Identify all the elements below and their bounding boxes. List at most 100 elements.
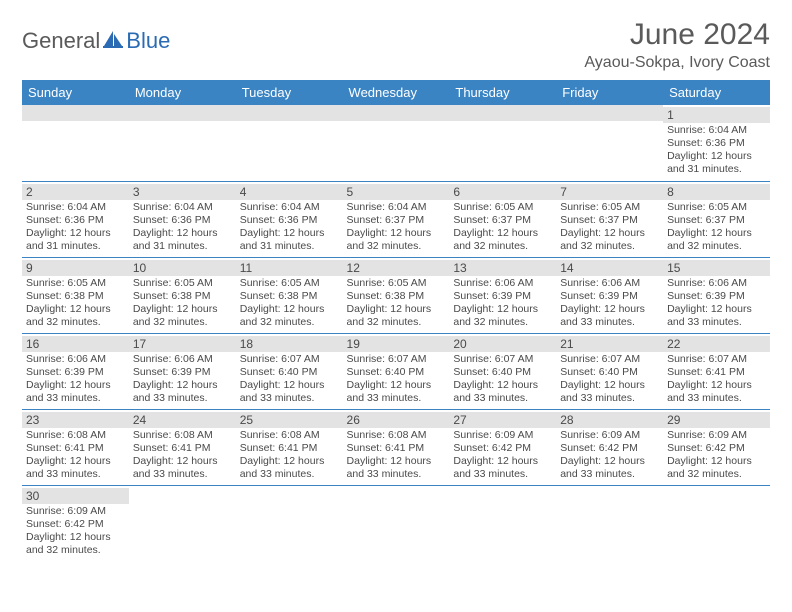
day-number: 23: [22, 412, 129, 428]
calendar-table: Sunday Monday Tuesday Wednesday Thursday…: [22, 80, 770, 561]
day-number: 5: [343, 184, 450, 200]
month-title: June 2024: [584, 18, 770, 52]
calendar-cell: 2Sunrise: 6:04 AMSunset: 6:36 PMDaylight…: [22, 181, 129, 257]
day-details: Sunrise: 6:09 AMSunset: 6:42 PMDaylight:…: [560, 429, 659, 482]
weekday-header: Monday: [129, 80, 236, 105]
day-details: Sunrise: 6:06 AMSunset: 6:39 PMDaylight:…: [560, 277, 659, 330]
empty-cell: [22, 105, 129, 121]
day-number: 30: [22, 488, 129, 504]
day-details: Sunrise: 6:08 AMSunset: 6:41 PMDaylight:…: [133, 429, 232, 482]
day-number: 6: [449, 184, 556, 200]
empty-cell: [449, 105, 556, 121]
day-details: Sunrise: 6:04 AMSunset: 6:36 PMDaylight:…: [240, 201, 339, 254]
day-number: 10: [129, 260, 236, 276]
empty-cell: [236, 105, 343, 121]
calendar-cell: 13Sunrise: 6:06 AMSunset: 6:39 PMDayligh…: [449, 257, 556, 333]
calendar-cell: 21Sunrise: 6:07 AMSunset: 6:40 PMDayligh…: [556, 333, 663, 409]
weekday-header-row: Sunday Monday Tuesday Wednesday Thursday…: [22, 80, 770, 105]
day-details: Sunrise: 6:04 AMSunset: 6:37 PMDaylight:…: [347, 201, 446, 254]
calendar-cell: [129, 485, 236, 561]
calendar-row: 30Sunrise: 6:09 AMSunset: 6:42 PMDayligh…: [22, 485, 770, 561]
day-number: 15: [663, 260, 770, 276]
calendar-cell: [129, 105, 236, 181]
calendar-cell: 3Sunrise: 6:04 AMSunset: 6:36 PMDaylight…: [129, 181, 236, 257]
logo: General Blue: [22, 28, 170, 54]
day-number: 18: [236, 336, 343, 352]
calendar-cell: 14Sunrise: 6:06 AMSunset: 6:39 PMDayligh…: [556, 257, 663, 333]
calendar-cell: 29Sunrise: 6:09 AMSunset: 6:42 PMDayligh…: [663, 409, 770, 485]
calendar-cell: 6Sunrise: 6:05 AMSunset: 6:37 PMDaylight…: [449, 181, 556, 257]
day-details: Sunrise: 6:09 AMSunset: 6:42 PMDaylight:…: [667, 429, 766, 482]
calendar-cell: 1Sunrise: 6:04 AMSunset: 6:36 PMDaylight…: [663, 105, 770, 181]
calendar-cell: [236, 485, 343, 561]
day-details: Sunrise: 6:09 AMSunset: 6:42 PMDaylight:…: [453, 429, 552, 482]
day-number: 19: [343, 336, 450, 352]
calendar-cell: 28Sunrise: 6:09 AMSunset: 6:42 PMDayligh…: [556, 409, 663, 485]
title-block: June 2024 Ayaou-Sokpa, Ivory Coast: [584, 18, 770, 72]
day-details: Sunrise: 6:07 AMSunset: 6:40 PMDaylight:…: [240, 353, 339, 406]
calendar-cell: [556, 485, 663, 561]
day-number: 7: [556, 184, 663, 200]
day-details: Sunrise: 6:05 AMSunset: 6:38 PMDaylight:…: [26, 277, 125, 330]
weekday-header: Thursday: [449, 80, 556, 105]
day-number: 16: [22, 336, 129, 352]
day-details: Sunrise: 6:04 AMSunset: 6:36 PMDaylight:…: [667, 124, 766, 177]
calendar-cell: 15Sunrise: 6:06 AMSunset: 6:39 PMDayligh…: [663, 257, 770, 333]
day-details: Sunrise: 6:08 AMSunset: 6:41 PMDaylight:…: [347, 429, 446, 482]
day-number: 27: [449, 412, 556, 428]
calendar-row: 23Sunrise: 6:08 AMSunset: 6:41 PMDayligh…: [22, 409, 770, 485]
calendar-cell: 19Sunrise: 6:07 AMSunset: 6:40 PMDayligh…: [343, 333, 450, 409]
day-number: 11: [236, 260, 343, 276]
day-details: Sunrise: 6:04 AMSunset: 6:36 PMDaylight:…: [26, 201, 125, 254]
calendar-cell: 16Sunrise: 6:06 AMSunset: 6:39 PMDayligh…: [22, 333, 129, 409]
logo-text-general: General: [22, 28, 100, 54]
day-details: Sunrise: 6:05 AMSunset: 6:38 PMDaylight:…: [133, 277, 232, 330]
weekday-header: Wednesday: [343, 80, 450, 105]
day-number: 2: [22, 184, 129, 200]
weekday-header: Friday: [556, 80, 663, 105]
day-number: 14: [556, 260, 663, 276]
day-details: Sunrise: 6:06 AMSunset: 6:39 PMDaylight:…: [26, 353, 125, 406]
calendar-cell: 23Sunrise: 6:08 AMSunset: 6:41 PMDayligh…: [22, 409, 129, 485]
calendar-cell: [343, 485, 450, 561]
calendar-row: 1Sunrise: 6:04 AMSunset: 6:36 PMDaylight…: [22, 105, 770, 181]
day-details: Sunrise: 6:05 AMSunset: 6:38 PMDaylight:…: [347, 277, 446, 330]
day-number: 21: [556, 336, 663, 352]
calendar-cell: 9Sunrise: 6:05 AMSunset: 6:38 PMDaylight…: [22, 257, 129, 333]
logo-text-blue: Blue: [126, 28, 170, 54]
calendar-cell: [556, 105, 663, 181]
calendar-row: 16Sunrise: 6:06 AMSunset: 6:39 PMDayligh…: [22, 333, 770, 409]
empty-cell: [129, 105, 236, 121]
day-number: 1: [663, 107, 770, 123]
header: General Blue June 2024 Ayaou-Sokpa, Ivor…: [22, 18, 770, 72]
day-number: 22: [663, 336, 770, 352]
empty-cell: [343, 105, 450, 121]
weekday-header: Sunday: [22, 80, 129, 105]
day-details: Sunrise: 6:07 AMSunset: 6:40 PMDaylight:…: [453, 353, 552, 406]
day-details: Sunrise: 6:05 AMSunset: 6:38 PMDaylight:…: [240, 277, 339, 330]
calendar-cell: [449, 485, 556, 561]
calendar-cell: 7Sunrise: 6:05 AMSunset: 6:37 PMDaylight…: [556, 181, 663, 257]
calendar-row: 2Sunrise: 6:04 AMSunset: 6:36 PMDaylight…: [22, 181, 770, 257]
weekday-header: Saturday: [663, 80, 770, 105]
day-number: 4: [236, 184, 343, 200]
calendar-cell: 18Sunrise: 6:07 AMSunset: 6:40 PMDayligh…: [236, 333, 343, 409]
calendar-cell: 4Sunrise: 6:04 AMSunset: 6:36 PMDaylight…: [236, 181, 343, 257]
calendar-cell: 27Sunrise: 6:09 AMSunset: 6:42 PMDayligh…: [449, 409, 556, 485]
day-number: 8: [663, 184, 770, 200]
day-number: 20: [449, 336, 556, 352]
day-details: Sunrise: 6:07 AMSunset: 6:41 PMDaylight:…: [667, 353, 766, 406]
calendar-body: 1Sunrise: 6:04 AMSunset: 6:36 PMDaylight…: [22, 105, 770, 561]
day-number: 9: [22, 260, 129, 276]
day-details: Sunrise: 6:07 AMSunset: 6:40 PMDaylight:…: [560, 353, 659, 406]
calendar-cell: [343, 105, 450, 181]
location: Ayaou-Sokpa, Ivory Coast: [584, 54, 770, 72]
day-details: Sunrise: 6:05 AMSunset: 6:37 PMDaylight:…: [453, 201, 552, 254]
day-details: Sunrise: 6:06 AMSunset: 6:39 PMDaylight:…: [453, 277, 552, 330]
day-number: 3: [129, 184, 236, 200]
day-number: 17: [129, 336, 236, 352]
calendar-cell: [663, 485, 770, 561]
calendar-cell: [236, 105, 343, 181]
day-details: Sunrise: 6:05 AMSunset: 6:37 PMDaylight:…: [667, 201, 766, 254]
sail-icon: [102, 29, 124, 54]
